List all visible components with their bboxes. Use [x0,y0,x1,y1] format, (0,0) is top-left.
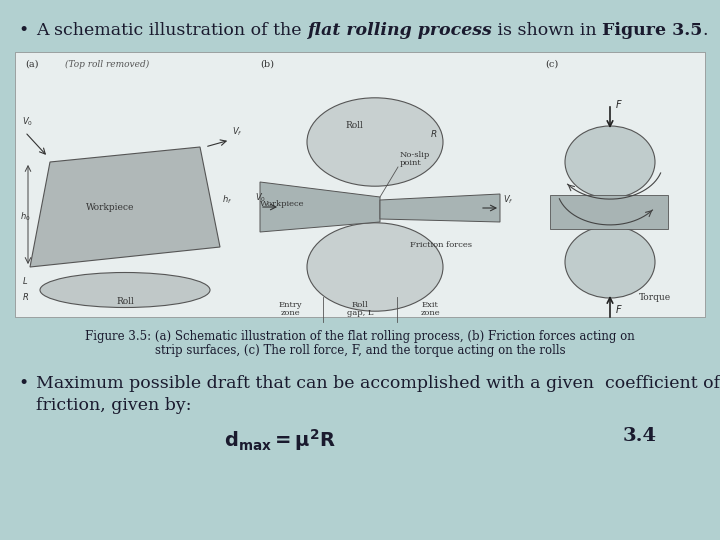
Text: gap, L: gap, L [347,309,373,317]
Polygon shape [380,194,500,222]
Text: (a): (a) [25,60,38,69]
Text: Roll: Roll [351,301,369,309]
Text: $L$: $L$ [22,275,28,286]
Text: •: • [18,375,28,392]
Text: $h_f$: $h_f$ [222,194,232,206]
Ellipse shape [307,223,443,311]
Ellipse shape [307,98,443,186]
Text: (b): (b) [260,60,274,69]
Text: is shown in: is shown in [492,22,602,39]
Text: Friction forces: Friction forces [410,241,472,249]
Ellipse shape [565,226,655,298]
Polygon shape [30,147,220,267]
Text: Figure 3.5: (a) Schematic illustration of the flat rolling process, (b) Friction: Figure 3.5: (a) Schematic illustration o… [85,330,635,343]
Text: (Top roll removed): (Top roll removed) [65,60,149,69]
Text: zone: zone [420,309,440,317]
Text: 3.4: 3.4 [623,427,657,445]
Text: strip surfaces, (c) The roll force, F, and the torque acting on the rolls: strip surfaces, (c) The roll force, F, a… [155,344,565,357]
Text: Entry: Entry [278,301,302,309]
Text: Figure 3.5: Figure 3.5 [602,22,702,39]
Text: $F$: $F$ [615,98,623,110]
Text: Roll: Roll [345,120,363,130]
Text: $V_f$: $V_f$ [232,125,243,138]
Text: $V_0$: $V_0$ [22,115,33,127]
Text: point: point [400,159,422,167]
Text: No-slip: No-slip [400,151,431,159]
Text: Torque: Torque [639,293,671,302]
Text: .: . [702,22,708,39]
Text: $V_f$: $V_f$ [503,193,513,206]
Polygon shape [260,182,380,232]
Text: (c): (c) [545,60,558,69]
Text: $V_0$: $V_0$ [255,191,266,204]
Text: $\mathbf{d_{max} = \mu^2 R}$: $\mathbf{d_{max} = \mu^2 R}$ [224,427,336,453]
Ellipse shape [40,273,210,307]
Text: $R$: $R$ [22,291,29,302]
FancyBboxPatch shape [15,52,705,317]
Text: Exit: Exit [422,301,438,309]
Text: Workpiece: Workpiece [86,202,134,212]
Text: A schematic illustration of the: A schematic illustration of the [36,22,307,39]
Text: $R$: $R$ [430,128,438,139]
Text: zone: zone [280,309,300,317]
Text: flat rolling process: flat rolling process [307,22,492,39]
Text: Roll: Roll [116,298,134,307]
Text: Workpiece: Workpiece [260,200,305,208]
Text: $h_0$: $h_0$ [20,211,31,223]
Ellipse shape [565,126,655,198]
Text: •: • [18,22,28,39]
Polygon shape [550,195,668,229]
Text: Maximum possible draft that can be accomplished with a given  coefficient of: Maximum possible draft that can be accom… [36,375,720,392]
Text: $F$: $F$ [615,303,623,315]
Text: friction, given by:: friction, given by: [36,397,192,414]
